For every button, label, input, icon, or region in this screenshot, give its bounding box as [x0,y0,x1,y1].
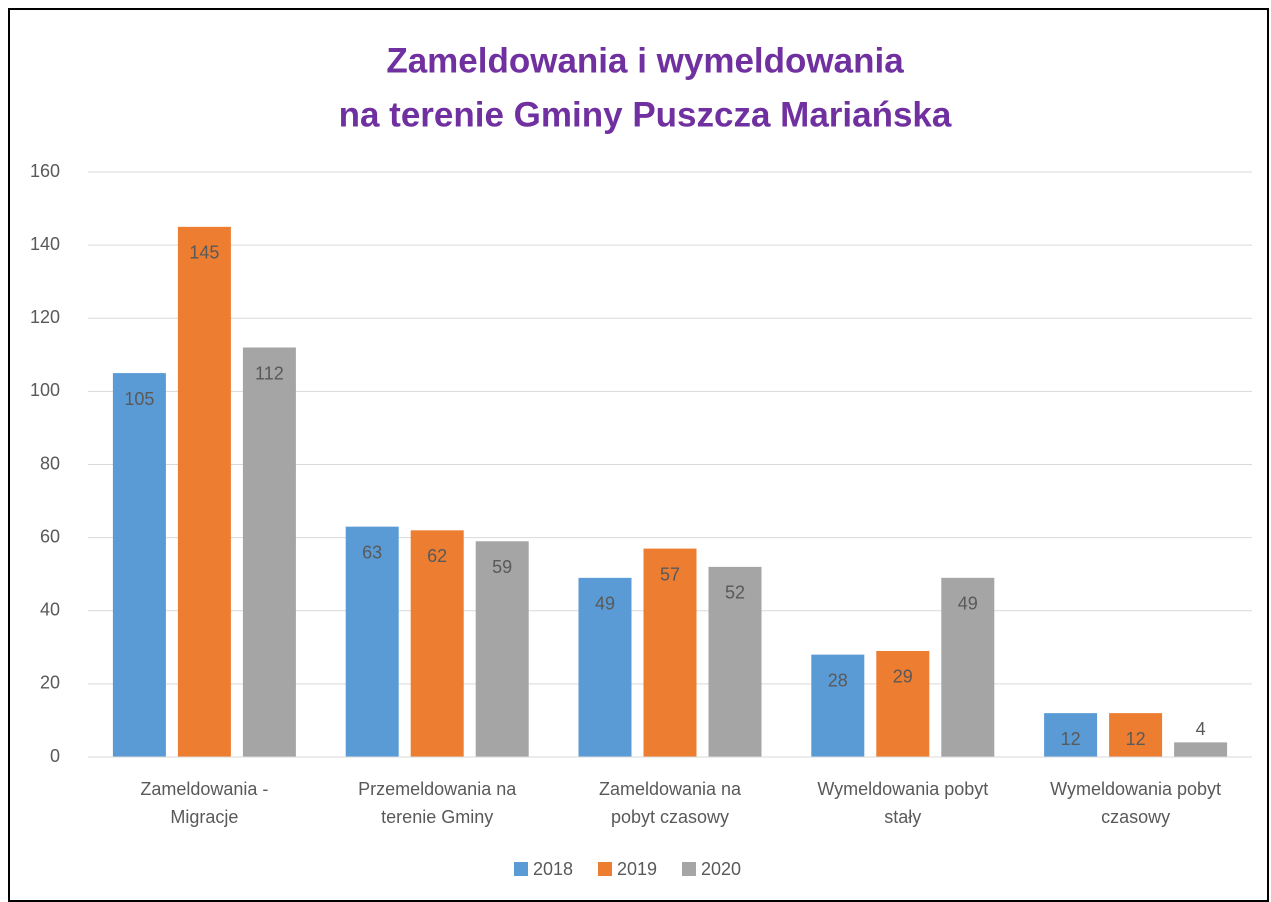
y-tick-label: 140 [30,234,60,254]
data-label: 145 [189,243,219,263]
y-tick-label: 160 [30,161,60,181]
x-tick-label: Migracje [170,807,238,827]
data-label: 59 [492,557,512,577]
x-tick-label: Zameldowania - [140,779,268,799]
x-tick-label: pobyt czasowy [611,807,729,827]
data-label: 49 [958,594,978,614]
data-label: 12 [1126,729,1146,749]
legend-label: 2019 [617,859,657,879]
data-label: 52 [725,583,745,603]
legend-label: 2020 [701,859,741,879]
bar [177,226,231,757]
legend-swatch [514,862,528,876]
bar [242,347,296,757]
x-tick-label: czasowy [1101,807,1170,827]
bar [1109,713,1163,757]
bar [1174,742,1228,757]
data-label: 29 [893,667,913,687]
chart-title: na terenie Gminy Puszcza Mariańska [339,95,952,134]
data-label: 4 [1196,719,1206,739]
y-tick-label: 20 [40,673,60,693]
bar [708,566,762,757]
x-tick-label: stały [884,807,921,827]
chart-title: Zameldowania i wymeldowania [386,41,904,80]
y-tick-label: 80 [40,453,60,473]
y-tick-label: 40 [40,600,60,620]
x-tick-label: Zameldowania na [599,779,742,799]
x-tick-label: Przemeldowania na [358,779,517,799]
y-tick-label: 100 [30,380,60,400]
bar [643,548,697,757]
legend-label: 2018 [533,859,573,879]
bar [112,373,166,757]
y-tick-label: 0 [50,746,60,766]
bar [410,530,464,757]
bar [578,577,632,757]
bar [1044,713,1098,757]
x-tick-label: Wymeldowania pobyt [817,779,988,799]
data-label: 49 [595,594,615,614]
y-tick-label: 60 [40,526,60,546]
data-label: 105 [124,389,154,409]
bar [811,654,865,757]
bar [345,526,399,757]
data-label: 112 [255,363,284,383]
legend-swatch [682,862,696,876]
bar [876,650,930,757]
data-label: 63 [362,542,382,562]
bar [941,577,995,757]
legend-swatch [598,862,612,876]
bar [475,541,529,757]
data-label: 28 [828,670,848,690]
y-tick-label: 120 [30,307,60,327]
x-tick-label: terenie Gminy [381,807,493,827]
data-label: 57 [660,564,680,584]
x-tick-label: Wymeldowania pobyt [1050,779,1221,799]
data-label: 12 [1061,729,1081,749]
data-label: 62 [427,546,447,566]
